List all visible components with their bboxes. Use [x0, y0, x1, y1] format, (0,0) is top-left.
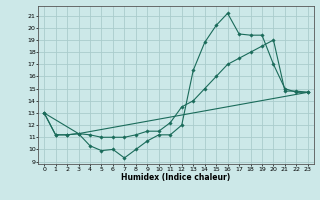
X-axis label: Humidex (Indice chaleur): Humidex (Indice chaleur) — [121, 173, 231, 182]
